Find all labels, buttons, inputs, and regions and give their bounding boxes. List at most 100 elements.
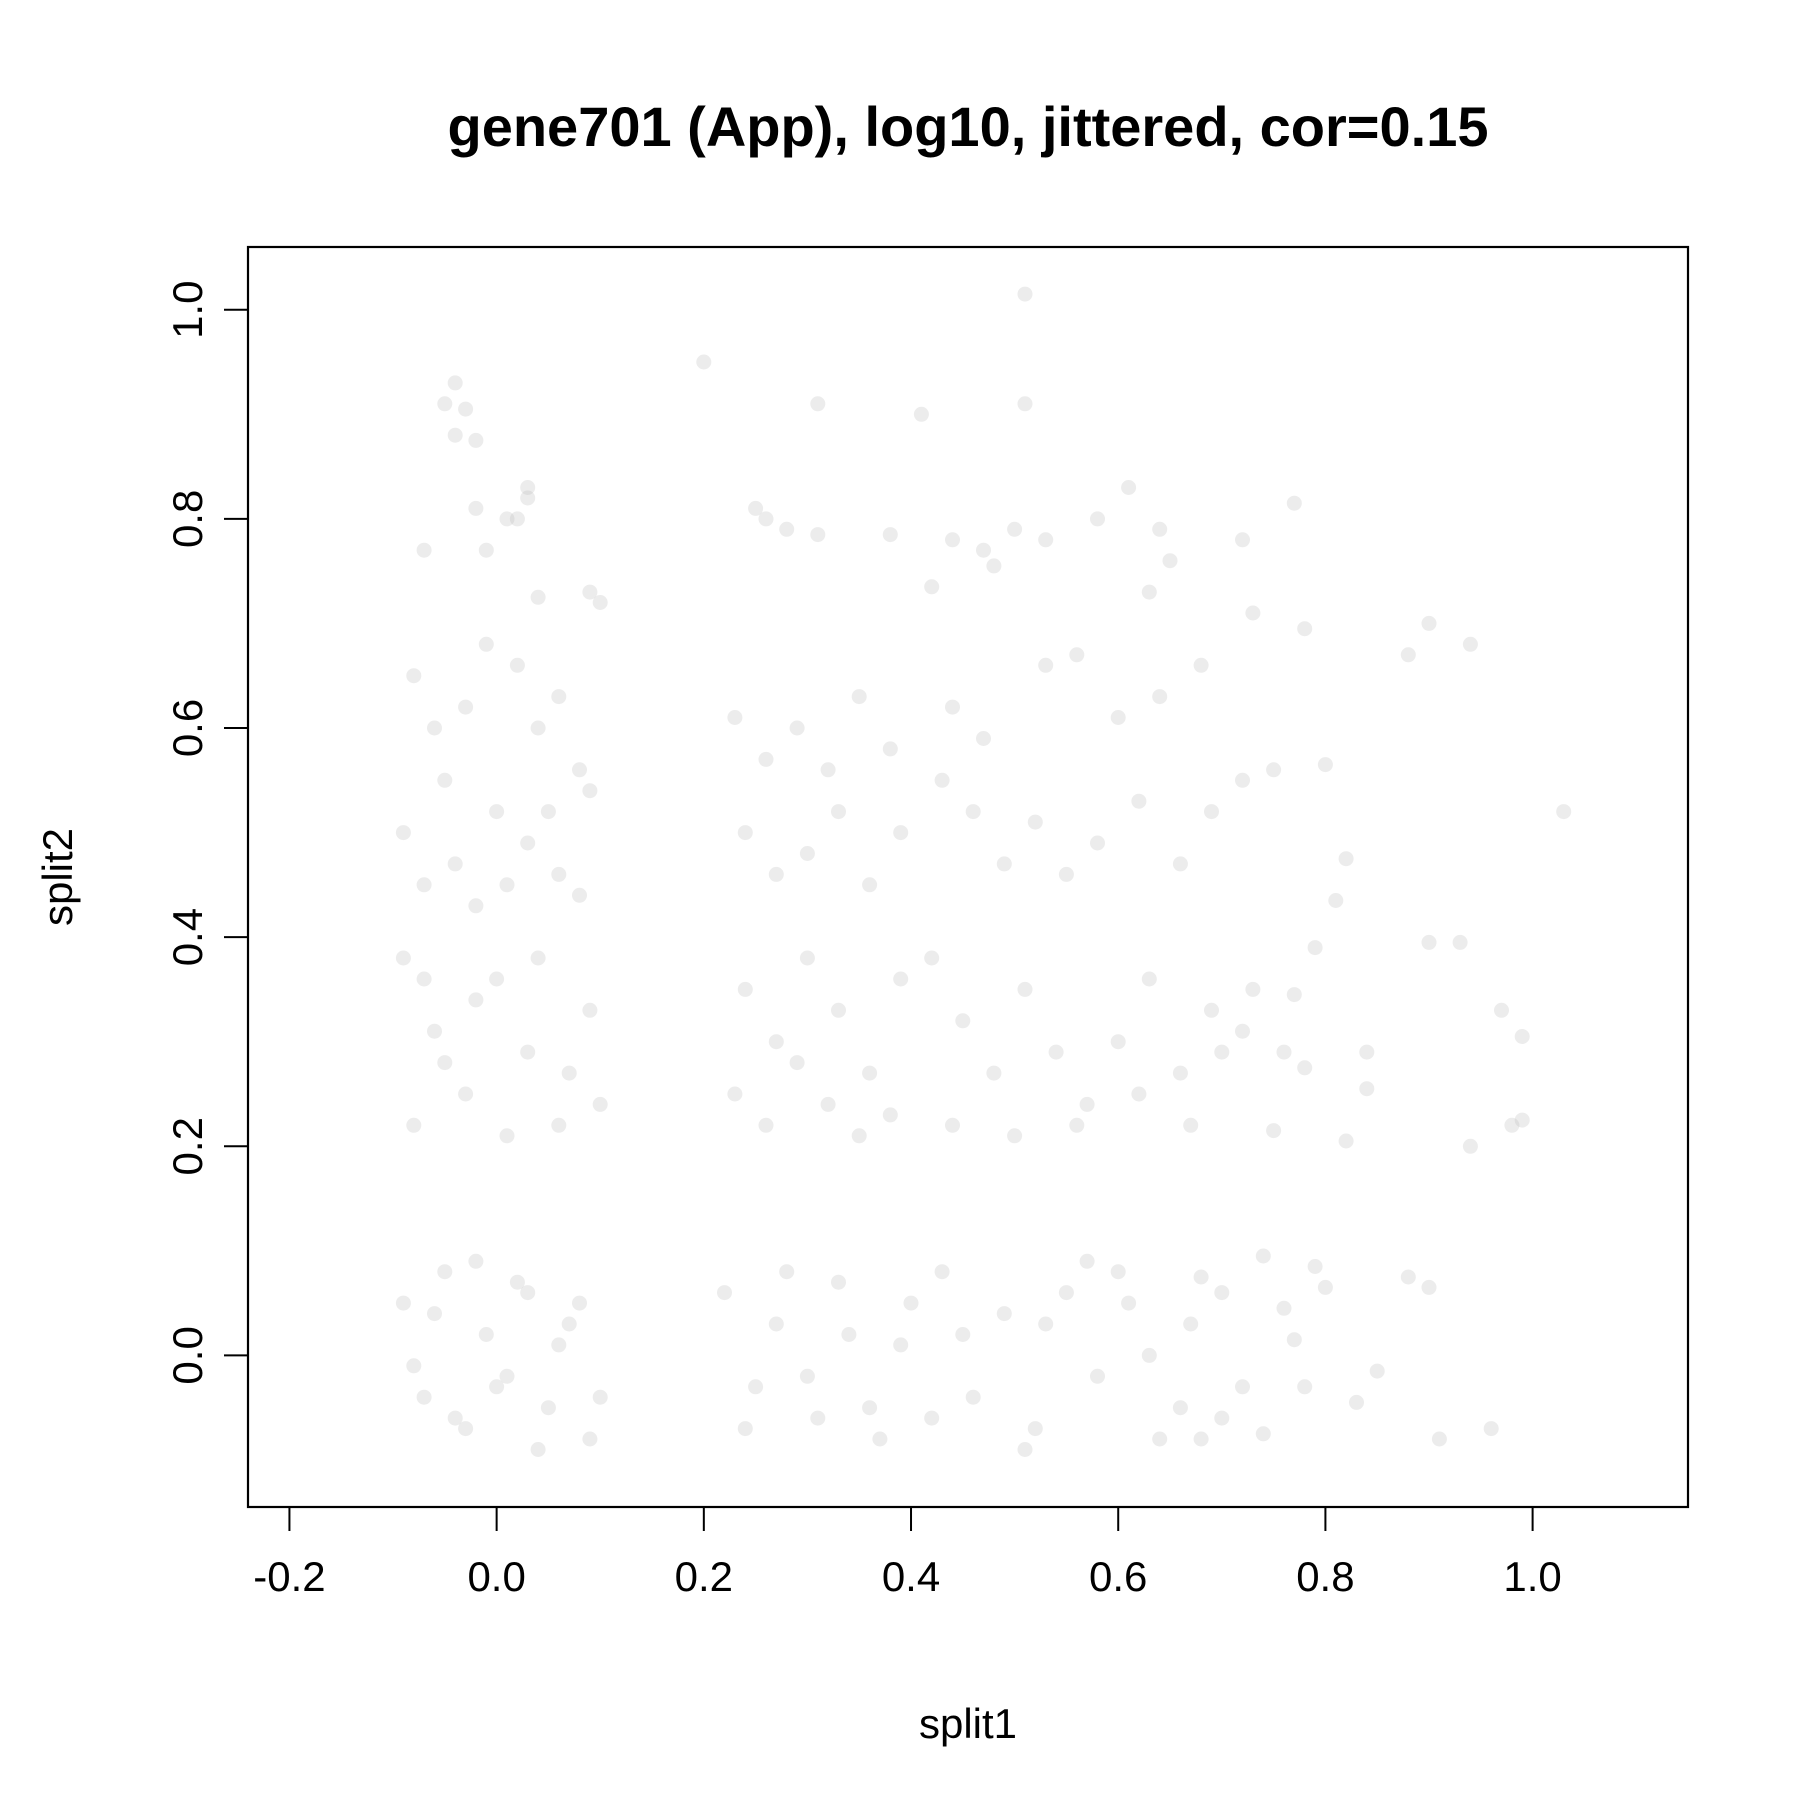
plot-frame — [246, 245, 1690, 1509]
data-point — [810, 396, 826, 412]
data-point — [1193, 1431, 1209, 1447]
data-point — [468, 432, 484, 448]
data-point — [737, 1421, 753, 1437]
data-point — [1058, 1285, 1074, 1301]
data-point — [996, 1306, 1012, 1322]
data-point — [468, 1253, 484, 1269]
data-point — [1121, 1295, 1137, 1311]
data-point — [1317, 757, 1333, 773]
x-axis: -0.2 0.0 0.2 0.4 0.6 0.8 1.0 — [253, 1506, 1562, 1600]
data-point — [1110, 1264, 1126, 1280]
x-tick-label: -0.2 — [253, 1553, 325, 1600]
data-point — [520, 835, 536, 851]
data-point — [458, 699, 474, 715]
data-point — [1317, 1279, 1333, 1295]
data-point — [530, 950, 546, 966]
data-point — [1183, 1316, 1199, 1332]
data-point — [1369, 1363, 1385, 1379]
data-point — [1276, 1044, 1292, 1060]
data-point — [1307, 940, 1323, 956]
data-point — [1069, 1117, 1085, 1133]
chart-title: gene701 (App), log10, jittered, cor=0.15 — [447, 95, 1488, 158]
data-point — [499, 1368, 515, 1384]
data-point — [1007, 1128, 1023, 1144]
data-point — [427, 1023, 442, 1039]
data-point — [561, 1316, 577, 1332]
data-point — [1286, 987, 1302, 1003]
data-point — [1141, 584, 1157, 600]
data-point — [779, 1264, 795, 1280]
data-point — [520, 1285, 536, 1301]
data-point — [1266, 1123, 1282, 1139]
data-point — [1027, 814, 1043, 830]
data-point — [1245, 981, 1261, 997]
data-point — [986, 1065, 1002, 1081]
data-point — [810, 527, 826, 543]
data-point — [768, 1034, 784, 1050]
data-point — [582, 1002, 598, 1018]
data-point — [1338, 851, 1354, 867]
data-point — [717, 1285, 732, 1301]
data-point — [437, 396, 453, 412]
data-point — [478, 636, 494, 652]
data-point — [1452, 934, 1468, 950]
data-point — [851, 689, 867, 705]
data-point — [789, 720, 805, 736]
data-point — [468, 500, 484, 516]
data-point — [1462, 1138, 1478, 1154]
data-point — [1172, 1065, 1188, 1081]
data-point — [447, 1410, 463, 1426]
data-point — [748, 1379, 764, 1395]
data-point — [1276, 1300, 1292, 1316]
data-point — [1017, 396, 1033, 412]
data-point — [799, 1368, 815, 1384]
data-point — [841, 1327, 857, 1342]
x-tick-label: 0.2 — [675, 1553, 733, 1600]
y-tick-label: 0.4 — [164, 908, 211, 966]
y-axis: 0.0 0.2 0.4 0.6 0.8 1.0 — [164, 281, 249, 1385]
data-point — [1131, 1086, 1147, 1102]
data-point — [530, 1442, 546, 1457]
data-point — [1162, 553, 1178, 569]
y-tick-label: 0.8 — [164, 490, 211, 548]
data-point — [1090, 511, 1105, 527]
data-point — [810, 1410, 826, 1426]
data-point — [1027, 1421, 1043, 1437]
data-point — [1214, 1410, 1230, 1426]
data-point — [934, 772, 950, 788]
data-point — [996, 856, 1012, 872]
data-point — [1193, 1269, 1209, 1285]
data-point — [416, 1389, 432, 1405]
data-point — [1017, 1442, 1033, 1457]
data-point — [1556, 804, 1572, 820]
data-point — [489, 971, 505, 987]
data-point — [1038, 532, 1054, 548]
data-point — [1266, 762, 1282, 778]
data-point — [509, 657, 525, 673]
data-point — [779, 521, 795, 537]
data-point — [924, 579, 940, 595]
data-point — [437, 1055, 453, 1071]
data-point — [1421, 934, 1437, 950]
data-point — [458, 401, 474, 417]
data-point — [799, 846, 815, 861]
data-point — [1152, 1431, 1168, 1447]
data-point — [1400, 647, 1416, 663]
data-point — [737, 825, 753, 841]
data-point — [551, 689, 567, 705]
data-point — [1255, 1426, 1271, 1442]
data-point — [458, 1086, 474, 1102]
data-point — [540, 804, 556, 820]
data-point — [592, 1389, 608, 1405]
data-point — [406, 1117, 422, 1133]
data-point — [789, 1055, 805, 1071]
data-point — [530, 720, 546, 736]
y-tick-label: 0.0 — [164, 1326, 211, 1384]
data-point — [395, 825, 411, 841]
data-point — [893, 825, 909, 841]
data-point — [1245, 605, 1261, 621]
data-point — [1017, 981, 1033, 997]
data-point — [592, 1096, 608, 1112]
data-point — [1172, 856, 1188, 872]
